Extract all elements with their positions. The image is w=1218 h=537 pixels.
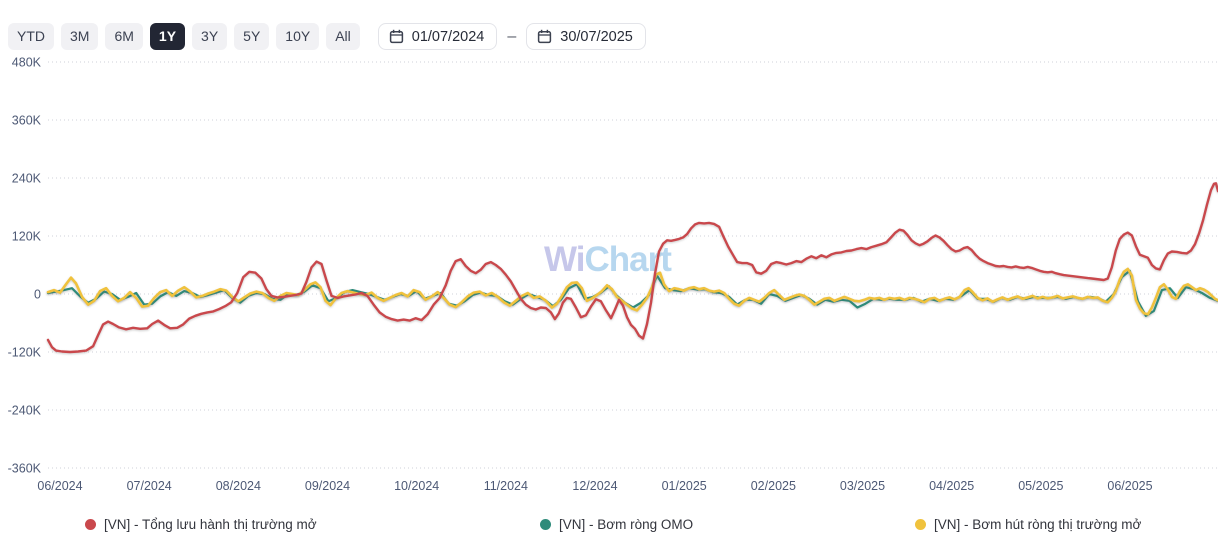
- series-line-0: [46, 182, 1218, 354]
- x-tick-label: 03/2025: [840, 479, 885, 493]
- x-tick-label: 01/2025: [662, 479, 707, 493]
- range-button-5y[interactable]: 5Y: [234, 23, 270, 50]
- y-tick-label: 0: [34, 288, 41, 302]
- x-tick-label: 02/2025: [751, 479, 796, 493]
- date-from-value: 01/07/2024: [411, 28, 485, 45]
- y-tick-label: -120K: [8, 346, 42, 360]
- date-from-picker[interactable]: 01/07/2024: [377, 23, 498, 50]
- legend-label: [VN] - Bơm ròng OMO: [559, 517, 694, 532]
- x-tick-label: 10/2024: [394, 479, 439, 493]
- toolbar: YTD 3M 6M 1Y 3Y 5Y 10Y All 01/07/2024 – 30/07/2…: [8, 23, 646, 50]
- range-button-6m[interactable]: 6M: [105, 23, 143, 50]
- x-tick-label: 06/2025: [1107, 479, 1152, 493]
- y-tick-label: 480K: [12, 56, 42, 70]
- x-tick-label: 04/2025: [929, 479, 974, 493]
- watermark-part1: Wi: [544, 240, 585, 279]
- x-tick-label: 07/2024: [127, 479, 172, 493]
- range-button-ytd[interactable]: YTD: [8, 23, 54, 50]
- range-buttons: YTD 3M 6M 1Y 3Y 5Y 10Y All: [8, 23, 360, 50]
- y-tick-label: 120K: [12, 230, 42, 244]
- series-line-2: [46, 267, 1218, 316]
- legend-dot: [540, 519, 551, 530]
- y-tick-label: 360K: [12, 114, 42, 128]
- calendar-icon: [538, 29, 552, 44]
- legend: [VN] - Tổng lưu hành thị trường mở [VN] -…: [0, 517, 1218, 537]
- x-tick-label: 06/2024: [37, 479, 82, 493]
- date-to-picker[interactable]: 30/07/2025: [526, 23, 646, 50]
- legend-item-2[interactable]: [VN] - Bơm hút ròng thị trường mở: [915, 517, 1141, 532]
- date-to-value: 30/07/2025: [560, 28, 633, 45]
- date-range-separator: –: [507, 27, 517, 45]
- range-button-10y[interactable]: 10Y: [276, 23, 320, 50]
- x-tick-label: 09/2024: [305, 479, 350, 493]
- y-tick-label: -360K: [8, 462, 42, 476]
- y-tick-label: 240K: [12, 172, 42, 186]
- range-button-1y[interactable]: 1Y: [149, 23, 186, 50]
- legend-label: [VN] - Tổng lưu hành thị trường mở: [104, 517, 317, 532]
- x-tick-label: 11/2024: [484, 479, 528, 493]
- legend-label: [VN] - Bơm hút ròng thị trường mở: [934, 517, 1142, 532]
- range-button-all[interactable]: All: [326, 23, 360, 50]
- range-button-3y[interactable]: 3Y: [192, 23, 228, 50]
- legend-item-1[interactable]: [VN] - Bơm ròng OMO: [540, 517, 693, 532]
- x-tick-label: 08/2024: [216, 479, 261, 493]
- x-tick-label: 12/2024: [572, 479, 617, 493]
- range-button-3m[interactable]: 3M: [61, 23, 99, 50]
- legend-dot: [85, 519, 96, 530]
- y-tick-label: -240K: [8, 404, 42, 418]
- x-tick-label: 05/2025: [1018, 479, 1063, 493]
- legend-dot: [915, 519, 926, 530]
- calendar-icon: [389, 29, 403, 44]
- legend-item-0[interactable]: [VN] - Tổng lưu hành thị trường mở: [85, 517, 317, 532]
